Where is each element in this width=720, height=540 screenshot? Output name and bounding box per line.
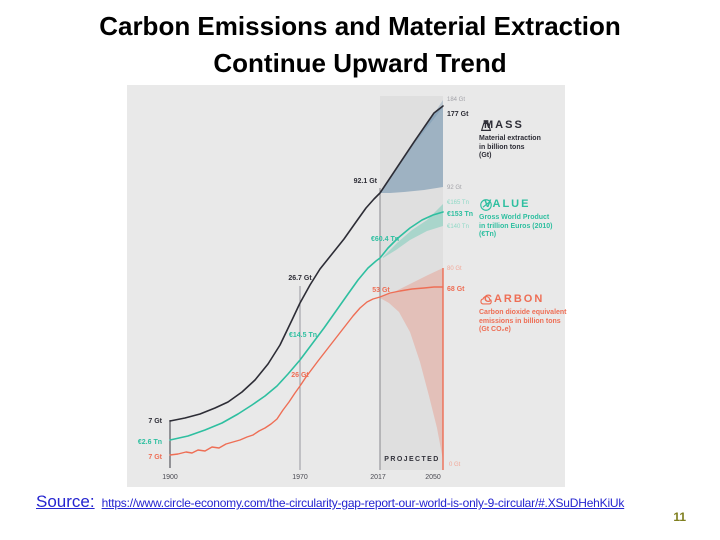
legend-mass-desc: Material extraction in billion tons (Gt) bbox=[479, 135, 541, 159]
tick-2017: 2017 bbox=[370, 474, 386, 481]
legend-value-title: VALUE bbox=[484, 198, 531, 210]
source-line: Source: https://www.circle-economy.com/t… bbox=[36, 492, 624, 512]
legend-carbon-desc: Carbon dioxide equivalent emissions in b… bbox=[479, 309, 567, 333]
source-label: Source: bbox=[36, 492, 95, 511]
label-carbon-2050-low: 0 Gt bbox=[449, 462, 461, 468]
slide-title-line2: Continue Upward Trend bbox=[213, 48, 507, 78]
value-line bbox=[169, 211, 444, 441]
legend-carbon: CARBON Carbon dioxide equivalent emissio… bbox=[479, 293, 567, 335]
legend-value: VALUE Gross World Product in trillion Eu… bbox=[479, 198, 567, 240]
legend-mass: MASS Material extraction in billion tons… bbox=[479, 119, 567, 161]
mass-line bbox=[169, 105, 444, 422]
label-mass-2050-low: 92 Gt bbox=[447, 185, 462, 191]
label-mass-1970: 26.7 Gt bbox=[288, 275, 312, 282]
label-carbon-1900: 7 Gt bbox=[148, 454, 162, 461]
label-mass-2017: 92.1 Gt bbox=[354, 178, 378, 185]
carbon-line bbox=[169, 286, 444, 456]
slide-title-line1: Carbon Emissions and Material Extraction bbox=[99, 11, 621, 41]
label-carbon-2050: 68 Gt bbox=[447, 286, 465, 293]
legend-value-desc: Gross World Product in trillion Euros (2… bbox=[479, 214, 553, 238]
label-mass-2050-high: 184 Gt bbox=[447, 97, 465, 103]
carbon-fan bbox=[380, 268, 443, 460]
mass-fan bbox=[380, 106, 443, 193]
page-number: 11 bbox=[673, 510, 686, 524]
trend-chart: 7 Gt €2.6 Tn 7 Gt 26.7 Gt €14.5 Tn 26 Gt 92.1 … bbox=[138, 96, 473, 481]
tick-2050: 2050 bbox=[425, 474, 441, 481]
label-value-2050: €153 Tn bbox=[447, 211, 473, 218]
label-mass-2050: 177 Gt bbox=[447, 111, 469, 118]
legend-mass-title: MASS bbox=[484, 119, 524, 131]
chart-panel: 7 Gt €2.6 Tn 7 Gt 26.7 Gt €14.5 Tn 26 Gt 92.1 … bbox=[127, 85, 567, 487]
legend-carbon-title: CARBON bbox=[484, 293, 545, 305]
label-value-1900: €2.6 Tn bbox=[138, 439, 162, 446]
slide-title: Carbon Emissions and Material Extraction… bbox=[0, 8, 720, 82]
tick-1970: 1970 bbox=[292, 474, 308, 481]
source-url-link[interactable]: https://www.circle-economy.com/the-circu… bbox=[101, 496, 625, 510]
label-carbon-2050-high: 80 Gt bbox=[447, 266, 462, 272]
label-mass-1900: 7 Gt bbox=[148, 418, 162, 425]
label-carbon-1970: 26 Gt bbox=[291, 372, 309, 379]
label-value-2017: €60.4 Tn bbox=[371, 236, 399, 243]
label-carbon-2017: 53 Gt bbox=[372, 287, 390, 294]
tick-1900: 1900 bbox=[162, 474, 178, 481]
label-value-1970: €14.5 Tn bbox=[289, 332, 317, 339]
label-value-2050-high: €165 Tn bbox=[447, 200, 469, 206]
label-projected: PROJECTED bbox=[384, 456, 439, 463]
label-value-2050-low: €140 Tn bbox=[447, 224, 469, 230]
value-fan bbox=[383, 204, 443, 258]
